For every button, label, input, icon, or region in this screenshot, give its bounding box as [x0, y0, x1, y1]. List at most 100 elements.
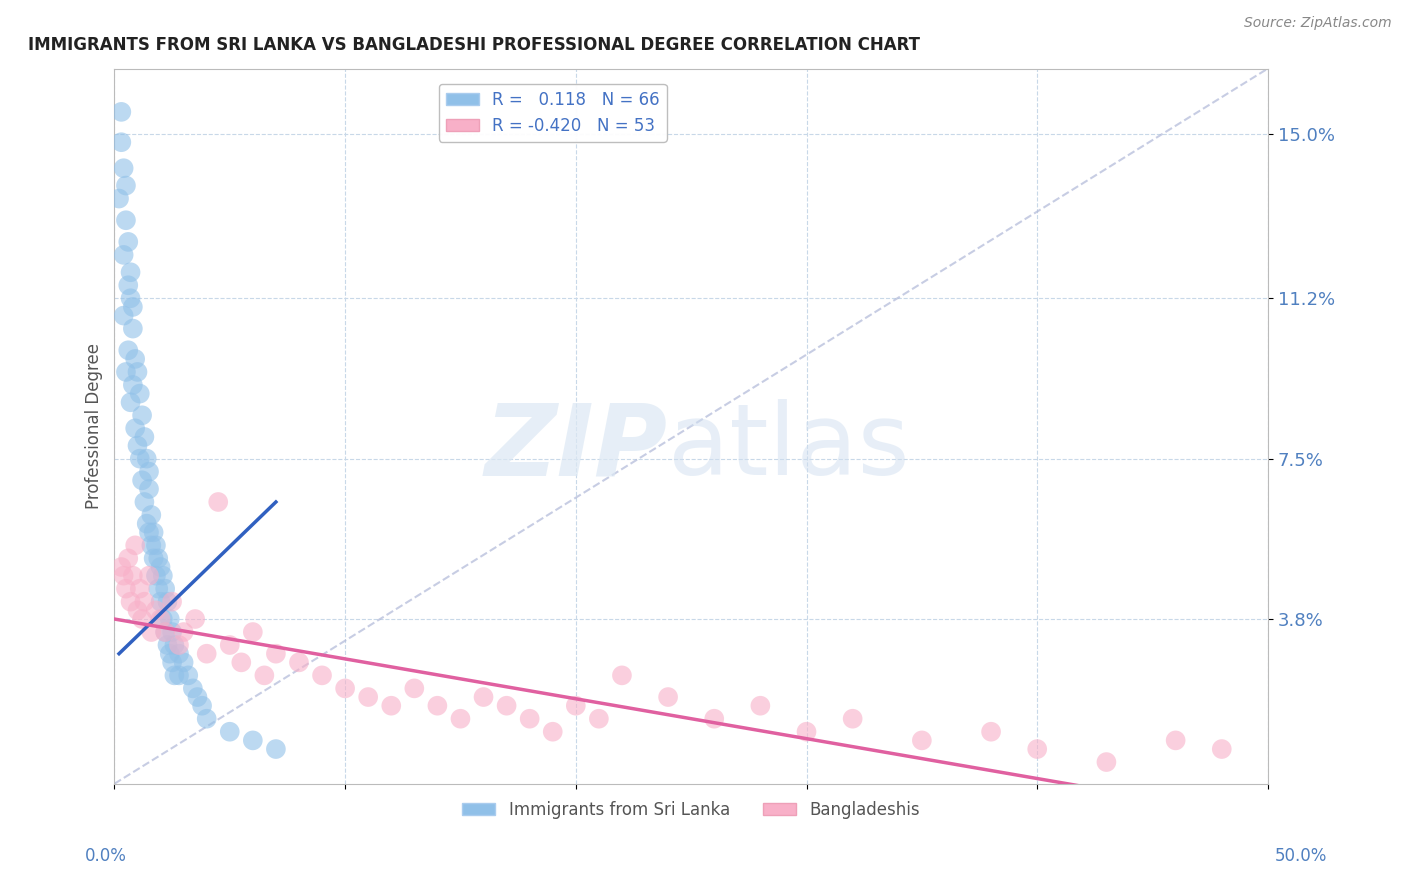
Point: [141, 625, 163, 640]
Point: [288, 656, 311, 670]
Point: [127, 365, 149, 379]
Point: [177, 668, 200, 682]
Point: [134, 595, 156, 609]
Text: Source: ZipAtlas.com: Source: ZipAtlas.com: [1244, 16, 1392, 29]
Point: [124, 538, 146, 552]
Point: [159, 612, 181, 626]
Point: [173, 656, 195, 670]
Point: [156, 638, 179, 652]
Point: [115, 582, 138, 596]
Point: [184, 612, 207, 626]
Point: [167, 668, 190, 682]
Point: [153, 582, 176, 596]
Point: [138, 465, 160, 479]
Point: [138, 568, 160, 582]
Point: [135, 516, 157, 531]
Text: IMMIGRANTS FROM SRI LANKA VS BANGLADESHI PROFESSIONAL DEGREE CORRELATION CHART: IMMIGRANTS FROM SRI LANKA VS BANGLADESHI…: [28, 36, 920, 54]
Point: [242, 733, 264, 747]
Point: [128, 582, 150, 596]
Point: [128, 386, 150, 401]
Point: [160, 625, 183, 640]
Point: [110, 135, 132, 149]
Point: [145, 603, 167, 617]
Point: [120, 595, 142, 609]
Point: [131, 612, 153, 626]
Point: [749, 698, 772, 713]
Point: [1164, 733, 1187, 747]
Point: [112, 568, 135, 582]
Point: [149, 560, 172, 574]
Point: [911, 733, 934, 747]
Point: [152, 568, 174, 582]
Point: [131, 473, 153, 487]
Point: [153, 625, 176, 640]
Point: [160, 656, 183, 670]
Point: [120, 395, 142, 409]
Point: [195, 647, 218, 661]
Point: [122, 321, 145, 335]
Point: [333, 681, 356, 696]
Point: [565, 698, 588, 713]
Point: [145, 568, 167, 582]
Point: [231, 656, 253, 670]
Text: 50.0%: 50.0%: [1274, 847, 1327, 864]
Text: 0.0%: 0.0%: [84, 847, 127, 864]
Point: [153, 625, 176, 640]
Point: [163, 638, 186, 652]
Point: [127, 439, 149, 453]
Text: atlas: atlas: [668, 399, 910, 496]
Point: [115, 178, 138, 193]
Point: [122, 300, 145, 314]
Point: [124, 351, 146, 366]
Point: [152, 612, 174, 626]
Point: [173, 625, 195, 640]
Point: [145, 538, 167, 552]
Point: [610, 668, 633, 682]
Point: [112, 161, 135, 176]
Point: [159, 647, 181, 661]
Point: [167, 647, 190, 661]
Point: [112, 309, 135, 323]
Point: [128, 451, 150, 466]
Point: [117, 278, 139, 293]
Point: [796, 724, 818, 739]
Point: [472, 690, 495, 704]
Point: [218, 724, 240, 739]
Point: [160, 595, 183, 609]
Point: [122, 378, 145, 392]
Point: [163, 668, 186, 682]
Point: [134, 430, 156, 444]
Point: [541, 724, 564, 739]
Point: [141, 538, 163, 552]
Point: [980, 724, 1002, 739]
Point: [120, 265, 142, 279]
Point: [142, 551, 165, 566]
Point: [195, 712, 218, 726]
Point: [134, 495, 156, 509]
Point: [449, 712, 471, 726]
Point: [117, 343, 139, 358]
Text: ZIP: ZIP: [485, 399, 668, 496]
Point: [191, 698, 214, 713]
Point: [380, 698, 402, 713]
Point: [148, 582, 170, 596]
Point: [117, 235, 139, 249]
Point: [404, 681, 426, 696]
Point: [138, 482, 160, 496]
Point: [207, 495, 229, 509]
Point: [703, 712, 725, 726]
Point: [127, 603, 149, 617]
Point: [148, 551, 170, 566]
Point: [495, 698, 517, 713]
Point: [657, 690, 679, 704]
Point: [115, 213, 138, 227]
Point: [311, 668, 333, 682]
Legend: Immigrants from Sri Lanka, Bangladeshis: Immigrants from Sri Lanka, Bangladeshis: [456, 794, 927, 825]
Point: [149, 612, 172, 626]
Point: [131, 409, 153, 423]
Point: [117, 551, 139, 566]
Point: [120, 291, 142, 305]
Point: [112, 248, 135, 262]
Point: [135, 451, 157, 466]
Point: [167, 638, 190, 652]
